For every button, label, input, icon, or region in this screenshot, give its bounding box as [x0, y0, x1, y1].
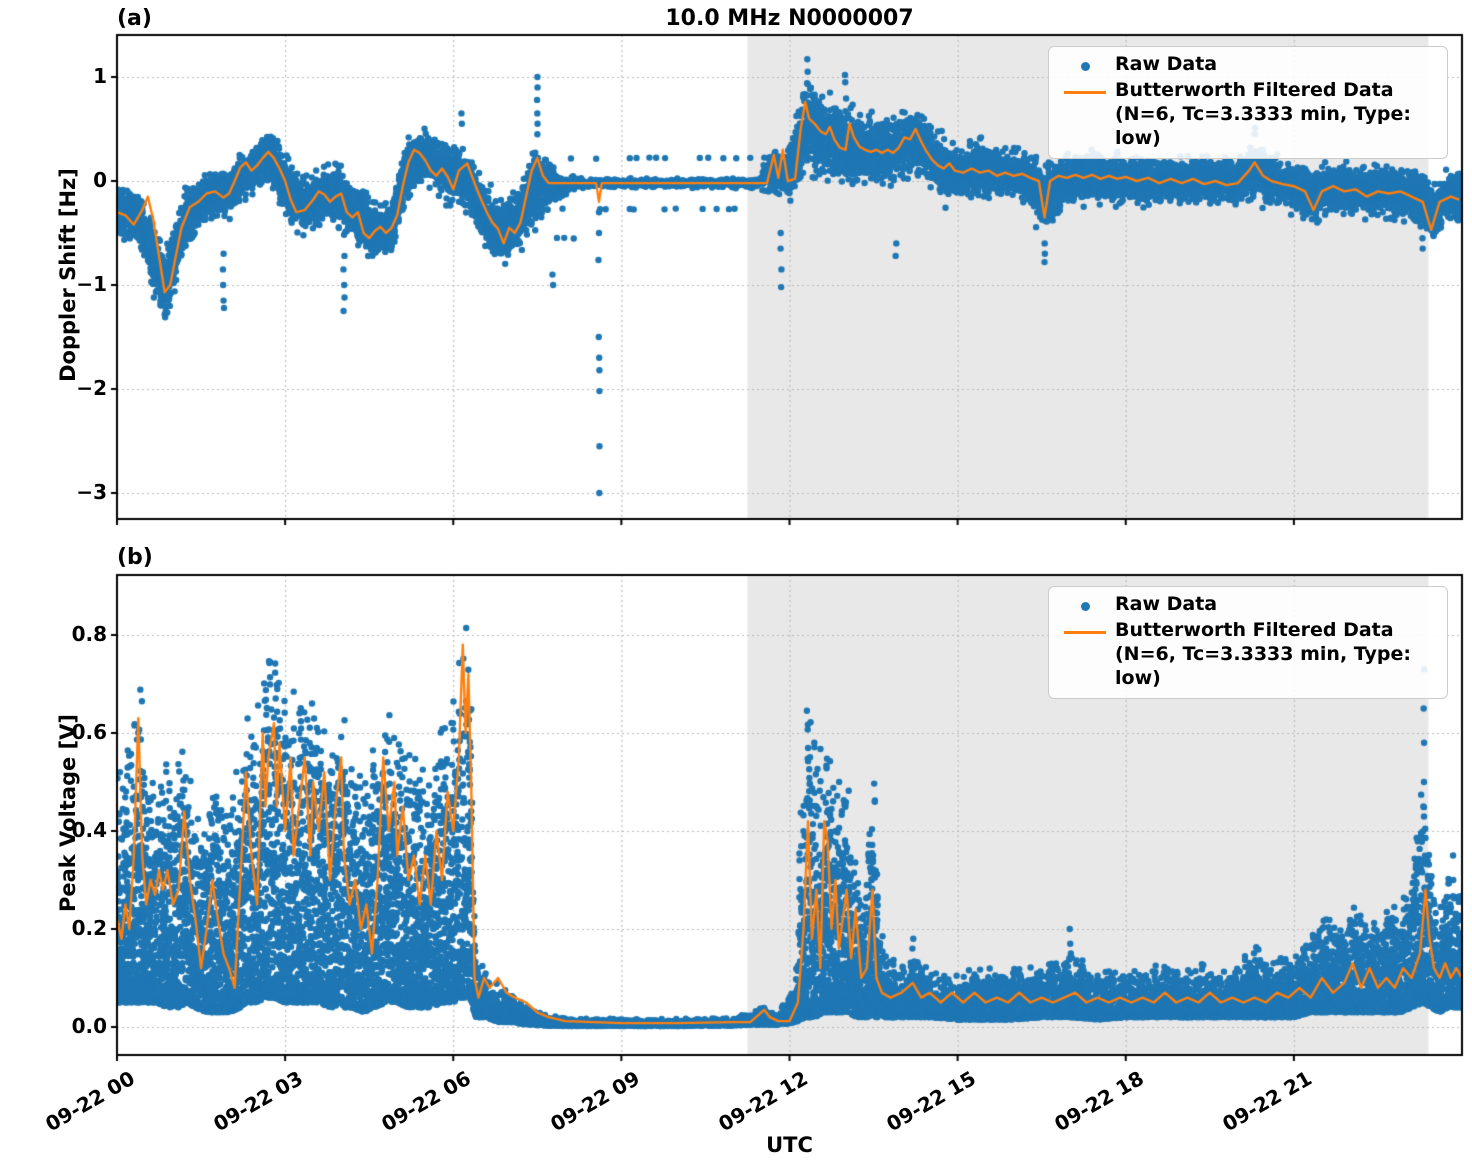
- panel-a-ytick-−1: −1: [76, 272, 107, 296]
- panel-a-ytick-−2: −2: [76, 376, 107, 400]
- raw-data-dot-icon: [1055, 53, 1115, 79]
- legend-filtered-label-line2: (N=6, Tc=3.3333 min, Type: low): [1115, 102, 1411, 149]
- legend-raw-label: Raw Data: [1115, 53, 1218, 75]
- panel-b-tag: (b): [117, 545, 153, 570]
- panel-a-ytick-0: 0: [93, 168, 107, 192]
- filtered-line-icon: [1055, 79, 1115, 105]
- x-axis-label: UTC: [766, 1133, 813, 1157]
- panel-b-ytick-0.0: 0.0: [71, 1014, 107, 1038]
- legend-panel-b: Raw Data Butterworth Filtered Data (N=6,…: [1048, 586, 1448, 700]
- raw-data-dot-icon: [1055, 593, 1115, 619]
- panel-a-ytick-−3: −3: [76, 480, 107, 504]
- filtered-line-icon: [1055, 619, 1115, 645]
- panel-b-ytick-0.8: 0.8: [71, 622, 107, 646]
- legend-filtered-label: Butterworth Filtered Data (N=6, Tc=3.333…: [1115, 619, 1437, 690]
- legend-panel-a: Raw Data Butterworth Filtered Data (N=6,…: [1048, 46, 1448, 160]
- panel-b-ytick-0.4: 0.4: [71, 818, 107, 842]
- chart-title: 10.0 MHz N0000007: [665, 6, 914, 31]
- legend-filtered-label: Butterworth Filtered Data (N=6, Tc=3.333…: [1115, 79, 1437, 150]
- panel-a-ytick-1: 1: [93, 64, 107, 88]
- legend-raw-label: Raw Data: [1115, 593, 1218, 615]
- panel-b-ytick-0.6: 0.6: [71, 720, 107, 744]
- legend-filtered-label-line1: Butterworth Filtered Data: [1115, 619, 1394, 641]
- legend-filtered-label-line1: Butterworth Filtered Data: [1115, 79, 1394, 101]
- panel-b-ytick-0.2: 0.2: [71, 916, 107, 940]
- panel-a-tag: (a): [117, 6, 152, 31]
- legend-filtered-label-line2: (N=6, Tc=3.3333 min, Type: low): [1115, 642, 1411, 689]
